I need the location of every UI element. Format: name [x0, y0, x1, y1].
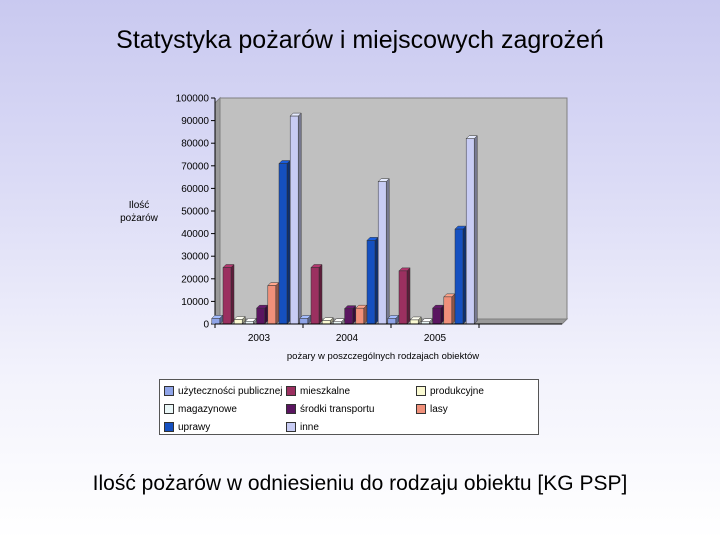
y-tick-label: 40000	[181, 229, 209, 240]
bar	[443, 293, 456, 325]
legend-label: środki transportu	[300, 403, 375, 415]
legend-label: mieszkalne	[300, 385, 351, 397]
bar	[431, 304, 445, 325]
y-axis-label-line2: pożarów	[120, 213, 159, 224]
y-tick-label: 10000	[181, 297, 209, 308]
legend-label: lasy	[430, 403, 448, 415]
legend-label: użyteczności publicznej	[178, 385, 283, 397]
bar	[355, 304, 368, 325]
bar	[233, 315, 246, 325]
legend-label: uprawy	[178, 421, 211, 433]
legend-label: magazynowe	[178, 403, 237, 415]
bar	[267, 281, 280, 325]
bar	[310, 263, 323, 325]
x-axis-label: pożary w poszczególnych rodzajach obiekt…	[287, 351, 479, 362]
bar	[211, 314, 224, 325]
bar	[299, 314, 312, 325]
bars	[211, 112, 478, 325]
y-axis: 0 10000 20000 30000 40000 50000 60000 70000 8000…	[176, 94, 216, 331]
legend-swatch	[164, 422, 174, 432]
x-axis: 2003 2004 2005	[214, 323, 562, 344]
y-tick-label: 60000	[181, 184, 209, 195]
y-tick-label: 50000	[181, 207, 209, 218]
legend-item: użyteczności publicznej	[164, 382, 286, 400]
y-tick-label: 20000	[181, 274, 209, 285]
legend-swatch	[164, 404, 174, 414]
y-tick-label: 0	[203, 320, 209, 331]
legend-swatch	[286, 404, 296, 414]
y-tick-label: 80000	[181, 139, 209, 150]
legend-swatch	[416, 404, 426, 414]
bar	[387, 314, 400, 325]
legend-item: magazynowe	[164, 400, 286, 418]
legend-label: produkcyjne	[430, 385, 484, 397]
x-tick-label: 2005	[424, 333, 447, 344]
bar	[377, 178, 390, 325]
chart-legend: użyteczności publicznej mieszkalne produkc…	[159, 379, 539, 435]
y-tick-label: 100000	[176, 94, 210, 105]
bar	[409, 316, 422, 325]
bar	[398, 267, 411, 325]
legend-label: inne	[300, 421, 319, 433]
bar	[278, 159, 291, 325]
bar	[255, 304, 269, 325]
x-tick-label: 2004	[336, 333, 359, 344]
legend-item: inne	[286, 418, 416, 436]
legend-swatch	[286, 386, 296, 396]
slide-caption: Ilość pożarów w odniesieniu do rodzaju o…	[92, 472, 628, 495]
legend-item: mieszkalne	[286, 382, 416, 400]
bar	[366, 236, 379, 325]
legend-item: uprawy	[164, 418, 286, 436]
legend-swatch	[286, 422, 296, 432]
plot-back-wall	[219, 97, 568, 320]
y-tick-label: 30000	[181, 252, 209, 263]
bar	[343, 305, 357, 325]
y-axis-label: Ilość	[129, 200, 150, 211]
y-tick-label: 90000	[181, 116, 209, 127]
y-tick-label: 70000	[181, 161, 209, 172]
plot-side-wall	[214, 96, 221, 326]
slide-title: Statystyka pożarów i miejscowych zagroże…	[116, 26, 604, 54]
bar	[289, 112, 302, 325]
bar	[465, 135, 478, 325]
bar	[222, 263, 235, 325]
legend-item: produkcyjne	[416, 382, 538, 400]
bar	[454, 225, 467, 325]
legend-swatch	[164, 386, 174, 396]
x-tick-label: 2003	[248, 333, 271, 344]
legend-item: środki transportu	[286, 400, 416, 418]
legend-item: lasy	[416, 400, 538, 418]
legend-swatch	[416, 386, 426, 396]
